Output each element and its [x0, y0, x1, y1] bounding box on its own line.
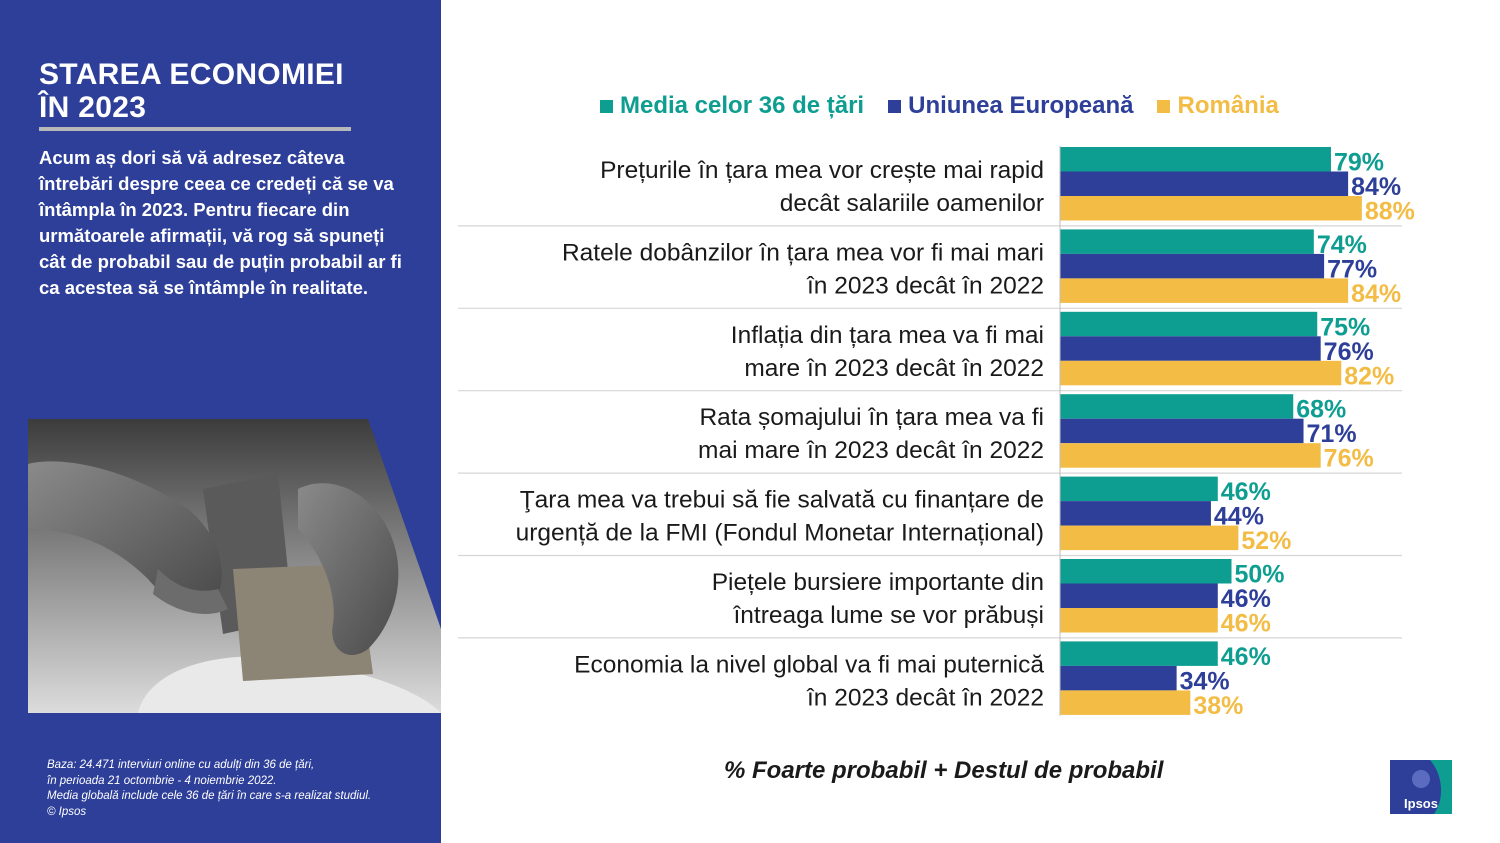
legend-item-romania: România — [1157, 92, 1279, 120]
category-label: Rata șomajului în țara mea va fi — [699, 404, 1044, 431]
category-label: întreaga lume se vor prăbuși — [733, 602, 1045, 629]
category-label: în 2023 decât în 2022 — [806, 684, 1044, 711]
wallet-photo — [28, 419, 441, 713]
category-label: decât salariile oamenilor — [780, 190, 1044, 217]
legend-label-eu: Uniunea Europeană — [908, 92, 1134, 119]
value-label: 52% — [1241, 527, 1291, 555]
bar — [1060, 443, 1321, 468]
footnote: Baza: 24.471 interviuri online cu adulți… — [47, 758, 437, 820]
value-label: 74% — [1317, 231, 1367, 259]
bar — [1060, 394, 1294, 419]
footnote-line: Media globală include cele 36 de țări în… — [47, 790, 372, 802]
bar — [1060, 147, 1331, 172]
bar — [1060, 665, 1177, 691]
bar — [1060, 336, 1321, 361]
legend-swatch-global — [600, 99, 613, 113]
value-label: 75% — [1320, 313, 1370, 341]
category-label: Ţara mea va trebui să fie salvată cu fin… — [520, 487, 1044, 514]
value-label: 50% — [1235, 561, 1285, 589]
bar — [1060, 583, 1218, 608]
category-label: Prețurile în țara mea vor crește mai rap… — [600, 157, 1044, 184]
ipsos-logo: Ipsos — [1390, 760, 1452, 814]
category-label: Ratele dobânzilor în țara mea vor fi mai… — [562, 239, 1044, 266]
bar — [1060, 311, 1318, 337]
value-label: 82% — [1344, 362, 1394, 390]
value-label: 68% — [1296, 396, 1346, 424]
bar — [1060, 476, 1218, 502]
intro-text: Acum aș dori să vă adresez câteva întreb… — [39, 147, 402, 298]
legend-item-eu: Uniunea Europeană — [888, 92, 1133, 120]
legend-swatch-romania — [1157, 99, 1171, 113]
panel-title-line2: ÎN 2023 — [39, 91, 147, 124]
left-panel: STAREA ECONOMIEI ÎN 2023 Acum aș dori să… — [0, 0, 441, 843]
bar — [1060, 608, 1218, 633]
chart-legend: Media celor 36 de țări Uniunea Europeană… — [600, 92, 1303, 120]
value-label: 46% — [1221, 643, 1271, 671]
bar — [1060, 418, 1304, 444]
ipsos-logo-text: Ipsos — [1404, 796, 1438, 811]
bar — [1060, 253, 1325, 279]
value-label: 88% — [1365, 198, 1415, 226]
category-label: Piețele bursiere importante din — [712, 569, 1044, 596]
footnote-line: în perioada 21 octombrie - 4 noiembrie 2… — [47, 774, 277, 787]
bar — [1060, 229, 1314, 254]
chart-subtitle: % Foarte probabil + Destul de probabil — [724, 757, 1164, 784]
bar — [1060, 690, 1191, 715]
bar — [1060, 559, 1232, 584]
bar — [1060, 360, 1342, 386]
legend-item-global: Media celor 36 de țări — [600, 92, 864, 120]
legend-label-romania: România — [1177, 92, 1279, 119]
panel-title: STAREA ECONOMIEI ÎN 2023 — [39, 58, 419, 124]
bar — [1060, 525, 1239, 551]
value-label: 46% — [1221, 478, 1271, 506]
value-label: 46% — [1221, 585, 1271, 613]
bar — [1060, 501, 1211, 526]
footnote-line: © Ipsos — [47, 805, 87, 818]
category-label: Economia la nivel global va fi mai puter… — [574, 651, 1044, 678]
panel-title-line1: STAREA ECONOMIEI — [39, 58, 344, 91]
value-label: 76% — [1324, 445, 1374, 473]
category-label: mare în 2023 decât în 2022 — [744, 355, 1044, 382]
value-label: 46% — [1221, 610, 1271, 638]
value-label: 84% — [1351, 280, 1401, 308]
category-label: Inflația din țara mea va fi mai — [731, 322, 1044, 349]
category-label: în 2023 decât în 2022 — [806, 272, 1044, 299]
bar — [1060, 641, 1218, 666]
bar — [1060, 196, 1362, 221]
footnote-line: Baza: 24.471 interviuri online cu adulți… — [47, 759, 315, 771]
value-label: 38% — [1193, 692, 1243, 720]
category-label: mai mare în 2023 decât în 2022 — [698, 437, 1044, 464]
bar — [1060, 171, 1349, 196]
title-divider — [39, 127, 351, 131]
legend-swatch-eu — [888, 99, 902, 113]
bar-chart: Prețurile în țara mea vor crește mai rap… — [458, 146, 1415, 720]
bar — [1060, 278, 1349, 303]
legend-label-global: Media celor 36 de țări — [620, 92, 865, 119]
category-label: urgență de la FMI (Fondul Monetar Intern… — [516, 520, 1044, 547]
